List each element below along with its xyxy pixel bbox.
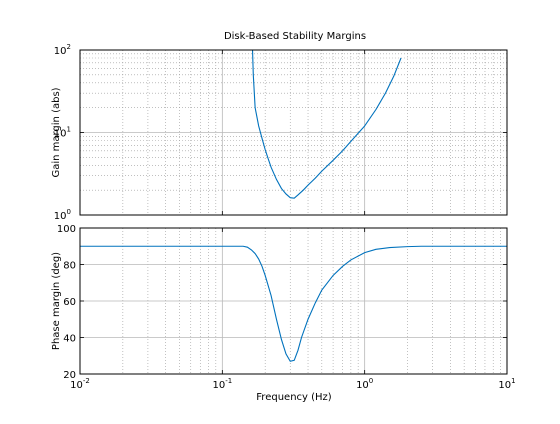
x-tick-label: 100 [356,377,373,391]
phase-grid [80,228,507,374]
x-tick-label: 10-1 [212,377,232,391]
phase-margin-plot: 20 40 60 80 100 10-2 10-1 100 101 Phase margin (… [51,224,516,403]
y-tick-label: 60 [63,297,76,308]
gain-y-label: Gain margin (abs) [51,87,62,177]
y-tick-label: 101 [54,126,71,140]
x-tick-label: 101 [498,377,515,391]
x-axis-label: Frequency (Hz) [256,392,332,403]
gain-margin-curve [251,49,402,199]
y-tick-label: 100 [54,208,71,222]
y-tick-label: 40 [63,334,76,345]
gain-margin-plot: 100 101 102 Gain margin (abs) [51,43,508,222]
phase-y-label: Phase margin (deg) [51,252,62,350]
y-tick-label: 80 [63,261,76,272]
y-tick-label: 102 [54,43,71,57]
y-tick-label: 100 [57,224,76,235]
phase-margin-curve [80,245,507,362]
y-tick-label: 20 [63,370,76,381]
x-tick-label: 10-2 [70,377,90,391]
gain-y-ticks: 100 101 102 [54,43,508,222]
phase-ticks: 20 40 60 80 100 10-2 10-1 100 101 [57,224,516,391]
figure-title: Disk-Based Stability Margins [224,31,366,42]
gain-grid [80,50,507,215]
